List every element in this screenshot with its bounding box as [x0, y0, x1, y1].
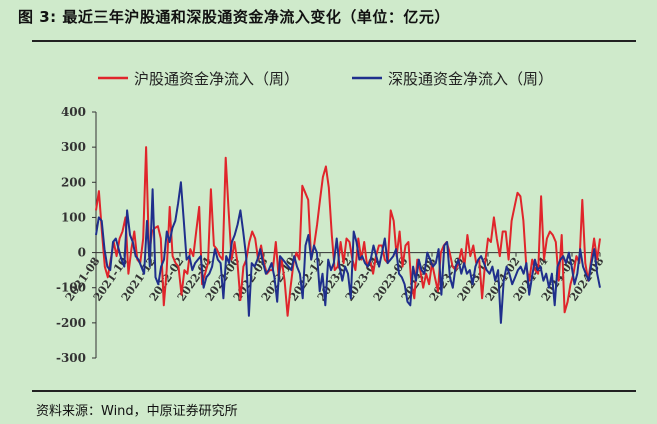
- y-tick-label: 200: [61, 175, 86, 189]
- y-tick-label: 100: [61, 210, 86, 224]
- series-layer: [95, 146, 601, 324]
- y-tick-label: -100: [56, 281, 86, 295]
- series-line-shenzhen-connect: [95, 181, 601, 324]
- y-tick-label: 300: [61, 140, 86, 154]
- legend: 沪股通资金净流入（周） 深股通资金净流入（周）: [98, 70, 553, 88]
- y-axis: -300 -200 -100 0 100 200 300 400: [56, 105, 97, 365]
- y-tick-label: -300: [56, 351, 86, 365]
- source-note: 资料来源：Wind，中原证券研究所: [36, 404, 238, 419]
- bottom-rule: [32, 390, 636, 392]
- y-tick-label: 400: [61, 105, 86, 119]
- legend-label-2: 深股通资金净流入（周）: [388, 70, 553, 88]
- legend-label-1: 沪股通资金净流入（周）: [134, 70, 299, 88]
- figure-title: 图 3: 最近三年沪股通和深股通资金净流入变化（单位：亿元）: [18, 8, 450, 26]
- y-tick-label: -200: [56, 316, 86, 330]
- top-rule: [32, 40, 636, 42]
- y-tick-label: 0: [78, 246, 86, 260]
- series-line-shanghai-connect: [95, 146, 601, 317]
